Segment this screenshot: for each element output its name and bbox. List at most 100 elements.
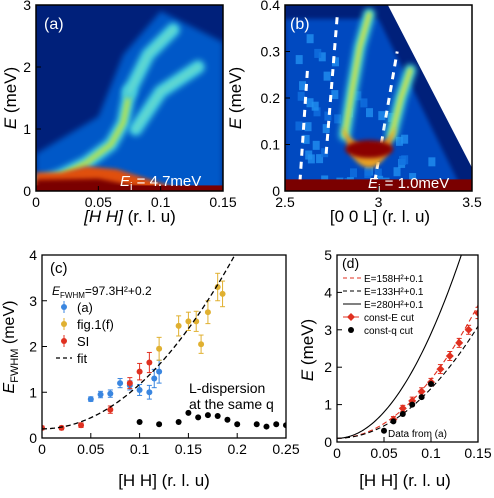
- panel-c-equation: EFWHM=97.3H²+0.2: [52, 284, 152, 300]
- panel-c-series-point: [214, 413, 221, 420]
- panel-c-series-point: [204, 309, 211, 316]
- panel-b-ytick-label: 0.4: [261, 0, 281, 13]
- panel-d-ytick-label: 5: [324, 247, 332, 263]
- panel-c-series-point: [107, 390, 114, 397]
- panel-b-pixel: [365, 108, 373, 118]
- panel-c-annotation-line1: L-dispersion: [189, 380, 265, 396]
- panel-d-series-point: [474, 308, 478, 317]
- panel-b-label: (b): [290, 16, 310, 33]
- panel-d-xtick-label: 0.05: [370, 445, 397, 461]
- panel-c-xtick-label: 0.15: [175, 441, 202, 457]
- panel-b-pixel: [331, 90, 339, 100]
- panel-c-series-point: [253, 421, 260, 428]
- panel-c-series-point: [146, 359, 153, 366]
- panel-c: 0 0.05 0.1 0.15 0.2 0.25 0 1 2 3 4 (c) EFWHM=97.3H…: [1, 247, 300, 490]
- panel-b-ytick-label: 0: [272, 183, 280, 199]
- panel-c-series-point: [136, 418, 143, 425]
- panel-c-series-fit-curve: [42, 255, 236, 430]
- panel-c-legend-swatch: [61, 338, 67, 344]
- panel-b-pixel: [428, 157, 436, 167]
- panel-b-ytick-label: 0.2: [261, 90, 281, 106]
- panel-b-pixel: [306, 98, 314, 108]
- panel-d-series-point: [417, 387, 426, 396]
- panel-b-pixel: [364, 169, 372, 179]
- panel-c-legend-label: fit: [77, 351, 88, 366]
- panel-c-legend-label: fig.1(f): [77, 317, 114, 332]
- panel-b-pixel: [313, 107, 321, 117]
- panel-d-legend-label: const-q cut: [364, 326, 413, 337]
- panel-c-series-point: [136, 386, 143, 393]
- panel-d-axes: 0 0.05 0.1 0.15 0 1 2 3 4 5: [324, 247, 492, 461]
- panel-a-ytick-label: 3: [23, 0, 31, 13]
- panel-b-pixel: [374, 168, 382, 178]
- panel-c-xtick-label: 0: [38, 441, 46, 457]
- panel-a-xtick-label: 0: [32, 194, 40, 210]
- panel-c-series-point: [219, 290, 226, 297]
- panel-c-series-point: [87, 396, 94, 403]
- panel-c-series-point: [273, 421, 280, 428]
- panel-a-axes: 0 0.05 0.1 0.15 0 1 2 3: [23, 0, 237, 210]
- panel-b-pixel: [297, 91, 305, 101]
- panel-c-xtick-label: 0.1: [130, 441, 150, 457]
- panel-b-xlabel: [0 0 L] (r. l. u): [330, 207, 430, 226]
- panel-c-series-point: [214, 284, 221, 291]
- panel-c-legend-swatch: [61, 321, 67, 327]
- panel-b-ytick-label: 0.3: [261, 44, 281, 60]
- panel-d-xtick-label: 0.15: [464, 445, 491, 461]
- panel-b-axes: 2.5 3 3.5 0 0.1 0.2 0.3 0.4: [261, 0, 482, 210]
- panel-d-xlabel: [H H] (r. l. u): [359, 471, 451, 490]
- panel-c-xtick-label: 0.05: [77, 441, 104, 457]
- panel-b-heatmap: [285, 5, 472, 191]
- panel-b-pixel: [354, 91, 362, 101]
- panel-d-footnote: Data from (a): [388, 429, 447, 440]
- panel-a-ytick-label: 1: [23, 121, 31, 137]
- panel-d-series-point: [464, 325, 473, 334]
- panel-a-ei-annotation: Ei = 4.7meV: [120, 173, 201, 193]
- panel-c-series-point: [185, 409, 192, 416]
- panel-d-series-point: [418, 394, 425, 401]
- panel-d-series-point: [399, 410, 406, 417]
- panel-d-legend: E=158H²+0.1 E=133H²+0.1 E=280H²+0.1 const-E…: [343, 274, 424, 337]
- panel-c-label: (c): [50, 260, 68, 277]
- panel-b-ei-annotation: Ei = 1.0meV: [368, 175, 449, 195]
- panel-b-pixel: [307, 154, 315, 164]
- panel-d-legend-label: E=280H²+0.1: [364, 300, 424, 311]
- panel-a-label: (a): [44, 16, 64, 33]
- panel-b-elastic-line: [285, 179, 472, 191]
- panel-c-xtick-label: 0.25: [272, 441, 299, 457]
- panel-c-series-point: [107, 406, 114, 413]
- panel-b-pixel: [360, 98, 368, 108]
- panel-d-legend-label: const-E cut: [364, 313, 414, 324]
- panel-a-ridge: [132, 64, 202, 132]
- panel-b-ylabel: E (meV): [226, 67, 245, 129]
- panel-c-series-point: [156, 345, 163, 352]
- panel-c-xlabel: [H H] (r. l. u): [118, 471, 210, 490]
- panel-a-ridge: [126, 26, 177, 95]
- panel-b-pixel: [378, 111, 386, 121]
- panel-b-pixel: [295, 55, 303, 65]
- panel-c-ytick-label: 4: [29, 247, 37, 263]
- panel-a-ytick-label: 2: [23, 59, 31, 75]
- panel-d: 0 0.05 0.1 0.15 0 1 2 3 4 5 (d) E=158H²+0.1 E=133H…: [298, 247, 492, 490]
- panel-a-xtick-label: 0.1: [151, 194, 171, 210]
- panel-c-series-point: [263, 423, 270, 430]
- panel-d-ytick-label: 4: [324, 284, 332, 300]
- panel-b-pixel: [409, 173, 417, 183]
- panel-b-branch: [389, 67, 413, 138]
- panel-a-xtick-label: 0.15: [209, 194, 236, 210]
- panel-d-xtick-label: 0: [333, 445, 341, 461]
- panel-b-pixel: [295, 121, 303, 131]
- panel-d-legend-swatch: [347, 313, 355, 321]
- panel-c-series-point: [78, 422, 85, 429]
- panel-d-series-point: [409, 401, 416, 408]
- panel-c-ytick-label: 3: [29, 293, 37, 309]
- panel-b-pixel: [401, 134, 409, 144]
- panel-d-ytick-label: 1: [324, 397, 332, 413]
- panel-b-xtick-label: 3: [375, 194, 383, 210]
- panel-b-pixel: [316, 154, 324, 164]
- panel-b-detector-gap: [324, 14, 339, 154]
- panel-c-legend: (a) fig.1(f) SI fit: [56, 300, 114, 366]
- panel-d-series-curve: [337, 305, 478, 439]
- panel-d-ytick-label: 2: [324, 359, 332, 375]
- panel-b-xtick-label: 3.5: [462, 194, 482, 210]
